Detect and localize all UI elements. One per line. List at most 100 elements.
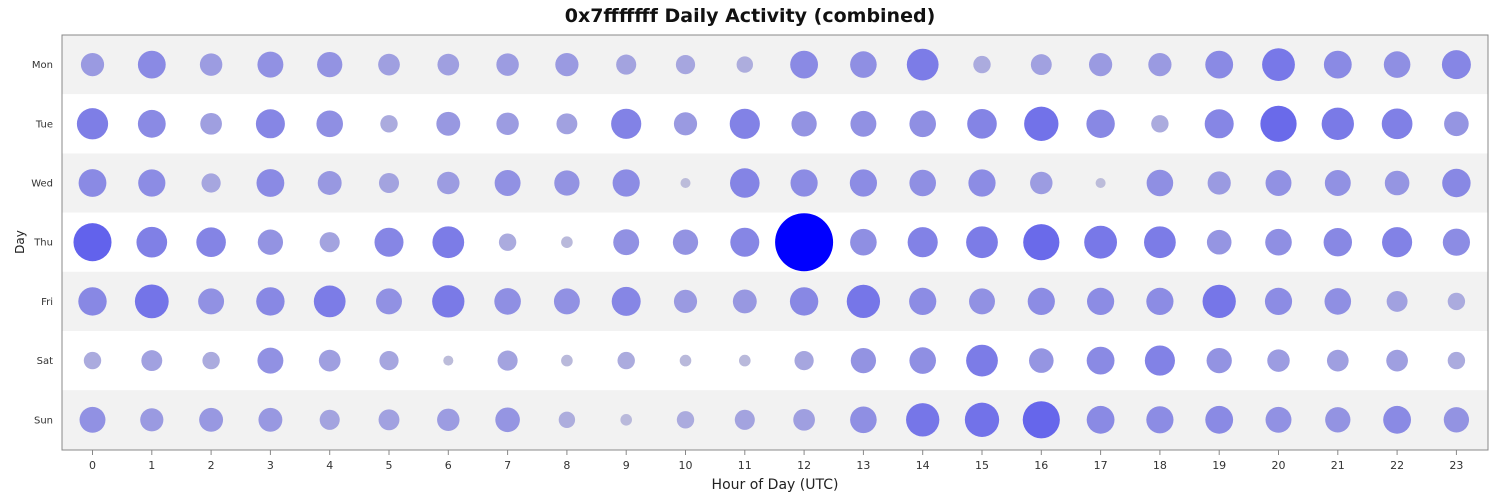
x-tick-label: 15 <box>975 459 989 472</box>
activity-bubble <box>202 351 220 370</box>
x-tick-label: 16 <box>1034 459 1048 472</box>
activity-bubble <box>1086 287 1115 316</box>
activity-bubble <box>1442 168 1471 198</box>
day-label: Wed <box>31 179 53 190</box>
activity-bubble <box>789 287 819 316</box>
activity-bubble <box>973 55 991 74</box>
activity-bubble <box>317 171 342 195</box>
activity-bubble <box>613 229 640 256</box>
chart-title: 0x7fffffff Daily Activity (combined) <box>565 5 936 27</box>
x-tick-label: 11 <box>738 459 752 472</box>
day-label: Sun <box>34 415 53 426</box>
x-tick-label: 7 <box>504 459 511 472</box>
activity-bubble <box>1084 225 1118 259</box>
activity-bubble <box>555 53 579 77</box>
activity-bubble <box>1382 227 1413 258</box>
activity-bubble <box>318 349 341 372</box>
activity-bubble <box>907 227 938 258</box>
activity-bubble <box>432 226 465 259</box>
activity-bubble <box>1265 170 1292 196</box>
activity-bubble <box>1144 345 1175 376</box>
activity-bubble <box>376 288 402 315</box>
activity-bubble <box>846 284 881 319</box>
activity-bubble <box>850 406 877 434</box>
x-tick-label: 23 <box>1449 459 1463 472</box>
activity-bubble <box>1267 349 1290 372</box>
activity-bubble <box>1386 290 1408 312</box>
activity-bubble <box>1447 351 1466 370</box>
activity-bubble <box>257 51 284 78</box>
activity-bubble <box>380 115 398 133</box>
activity-bubble <box>1024 106 1059 141</box>
activity-bubble <box>1027 287 1055 316</box>
activity-bubble <box>679 354 692 367</box>
activity-bubble <box>134 284 169 319</box>
row-band <box>62 153 1488 213</box>
row-band <box>62 390 1488 450</box>
activity-bubble <box>317 51 343 78</box>
activity-bubble <box>729 108 760 139</box>
x-tick-label: 14 <box>916 459 930 472</box>
x-tick-label: 6 <box>445 459 452 472</box>
activity-bubble <box>379 350 399 371</box>
activity-bubble <box>790 169 818 197</box>
activity-bubble <box>909 110 936 138</box>
day-label: Fri <box>41 297 53 308</box>
activity-bubble <box>775 213 834 272</box>
activity-bubble <box>83 351 102 370</box>
x-tick-label: 12 <box>797 459 811 472</box>
activity-bubble <box>316 110 343 138</box>
activity-bubble <box>850 347 877 374</box>
activity-bubble <box>319 232 340 253</box>
activity-bubble <box>76 108 109 140</box>
activity-bubble <box>313 285 346 318</box>
x-tick-label: 19 <box>1212 459 1226 472</box>
activity-bubble <box>672 229 699 255</box>
activity-bubble <box>1095 177 1106 189</box>
activity-bubble <box>680 177 691 189</box>
activity-bubble <box>1086 346 1115 375</box>
activity-bubble <box>437 408 460 432</box>
activity-bubble <box>1444 111 1469 137</box>
x-tick-label: 17 <box>1094 459 1108 472</box>
x-tick-label: 13 <box>856 459 870 472</box>
day-label: Mon <box>32 60 53 71</box>
activity-bubble <box>1386 349 1408 372</box>
activity-bubble <box>732 289 757 314</box>
activity-bubble <box>319 409 340 430</box>
activity-bubble <box>554 170 580 196</box>
activity-bubble <box>374 227 404 257</box>
activity-bubble <box>1206 229 1232 255</box>
x-tick-label: 4 <box>326 459 333 472</box>
activity-bubble <box>495 407 520 433</box>
activity-bubble <box>675 54 696 75</box>
day-label: Sat <box>37 356 53 367</box>
activity-bubble <box>432 285 465 318</box>
activity-bubble <box>1023 224 1060 261</box>
activity-bubble <box>79 406 106 433</box>
activity-bubble <box>611 108 642 139</box>
activity-bubble <box>1144 226 1176 259</box>
activity-bubble <box>794 350 814 371</box>
activity-bubble <box>558 411 576 429</box>
activity-bubble <box>1265 228 1292 256</box>
activity-bubble <box>850 110 877 137</box>
x-tick-label: 20 <box>1272 459 1286 472</box>
activity-bubble <box>437 171 460 195</box>
activity-bubble <box>1260 105 1297 142</box>
row-band <box>62 331 1488 391</box>
activity-bubble <box>1151 115 1169 133</box>
activity-bubble <box>1384 170 1410 196</box>
activity-bubble <box>255 109 285 139</box>
activity-bubble <box>793 408 815 431</box>
activity-bubble <box>906 48 939 81</box>
row-bands <box>62 35 1488 450</box>
activity-bubble <box>1089 53 1113 77</box>
activity-bubble <box>620 414 632 426</box>
activity-bubble <box>1146 287 1174 316</box>
activity-bubble <box>966 226 998 259</box>
activity-bubble <box>1265 406 1292 433</box>
activity-bubble <box>968 169 996 197</box>
activity-bubble <box>1264 287 1293 316</box>
activity-bubble <box>80 53 105 77</box>
